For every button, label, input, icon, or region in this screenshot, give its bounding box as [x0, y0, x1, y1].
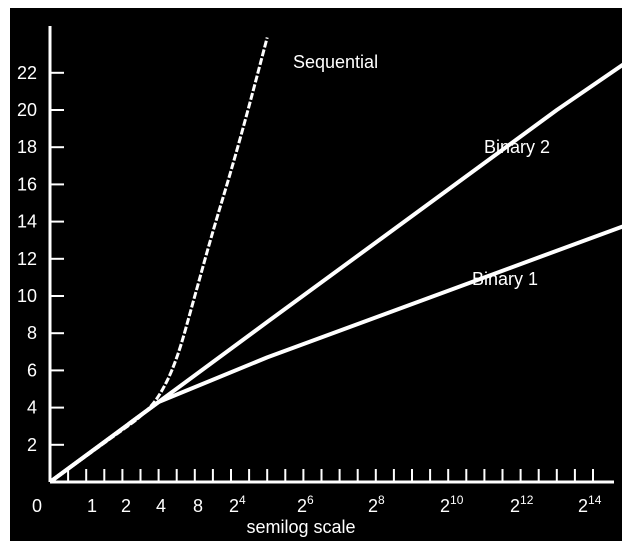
- y-tick-label: 16: [17, 174, 37, 194]
- x-tick-label: 4: [156, 496, 166, 516]
- binary-2-label: Binary 2: [484, 137, 550, 157]
- x-axis-title: semilog scale: [246, 517, 355, 537]
- binary-1-label: Binary 1: [472, 269, 538, 289]
- y-tick-label: 20: [17, 100, 37, 120]
- y-tick-label: 22: [17, 63, 37, 83]
- x-tick-label: 2: [121, 496, 131, 516]
- x-tick-label: 24: [229, 493, 246, 516]
- sequential-label: Sequential: [293, 52, 378, 72]
- x-tick-label: 212: [510, 493, 534, 516]
- sequential-line: [49, 37, 269, 484]
- x-tick-label: 214: [578, 493, 602, 516]
- y-tick-label: 6: [27, 360, 37, 380]
- x-tick-label: 210: [440, 493, 464, 516]
- y-tick-label: 10: [17, 286, 37, 306]
- x-tick-label: 0: [32, 496, 42, 516]
- binary-1-line: [48, 224, 622, 484]
- x-tick-label: 26: [297, 493, 314, 516]
- y-tick-label: 14: [17, 212, 37, 232]
- y-tick-label: 2: [27, 435, 37, 455]
- y-tick-label: 18: [17, 137, 37, 157]
- x-tick-label: 8: [193, 496, 203, 516]
- y-tick-label: 4: [27, 398, 37, 418]
- chart-frame: 0 1 2 4 8 24 26 28 210 212 214 2 4 6 8 10 12 14 16 18 20 22 se…: [10, 8, 622, 541]
- x-tick-label: 28: [368, 493, 385, 516]
- x-tick-label: 1: [87, 496, 97, 516]
- y-tick-label: 12: [17, 249, 37, 269]
- line-chart: 0 1 2 4 8 24 26 28 210 212 214246810121416182022se…: [17, 26, 622, 537]
- y-tick-label: 8: [27, 323, 37, 343]
